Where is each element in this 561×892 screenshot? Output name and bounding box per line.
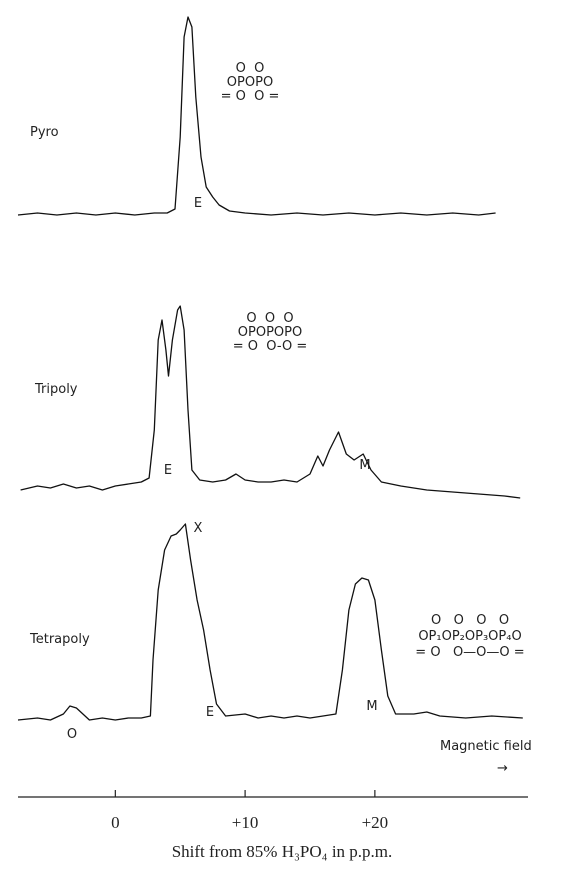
structure: OPOPO: [227, 75, 273, 90]
spectrum-trace: [17, 16, 496, 216]
peak-label: E: [164, 463, 172, 478]
peak-label: M: [366, 699, 377, 714]
x-tick-label: +20: [362, 813, 389, 832]
spectrum-label: Tetrapoly: [29, 632, 90, 647]
spectrum-trace: [17, 523, 523, 721]
spectrum-label: Pyro: [30, 125, 59, 140]
field-arrow: →: [497, 761, 508, 776]
structure: OPOPOPO: [238, 325, 302, 340]
structure: O O O O: [431, 613, 509, 628]
structure: O O O: [246, 311, 293, 326]
peak-label: E: [206, 705, 214, 720]
structure: OP₁OP₂OP₃OP₄O: [418, 629, 521, 644]
structure: = O O—O—O =: [415, 645, 524, 660]
spectrum-trace: [20, 305, 521, 499]
structure: = O O-O =: [233, 339, 307, 354]
x-axis-title: Shift from 85% H₃PO₄ in p.p.m.: [172, 842, 393, 861]
peak-label: X: [194, 521, 203, 536]
spectrum-label: Tripoly: [34, 382, 78, 397]
x-tick-label: +10: [232, 813, 259, 832]
peak-label: O: [67, 727, 77, 742]
structure: = O O =: [221, 89, 280, 104]
structure: O O: [236, 61, 265, 76]
peak-label: M: [359, 458, 370, 473]
peak-label: E: [194, 196, 202, 211]
x-tick-label: 0: [111, 813, 120, 832]
field-label: Magnetic field: [440, 739, 532, 754]
